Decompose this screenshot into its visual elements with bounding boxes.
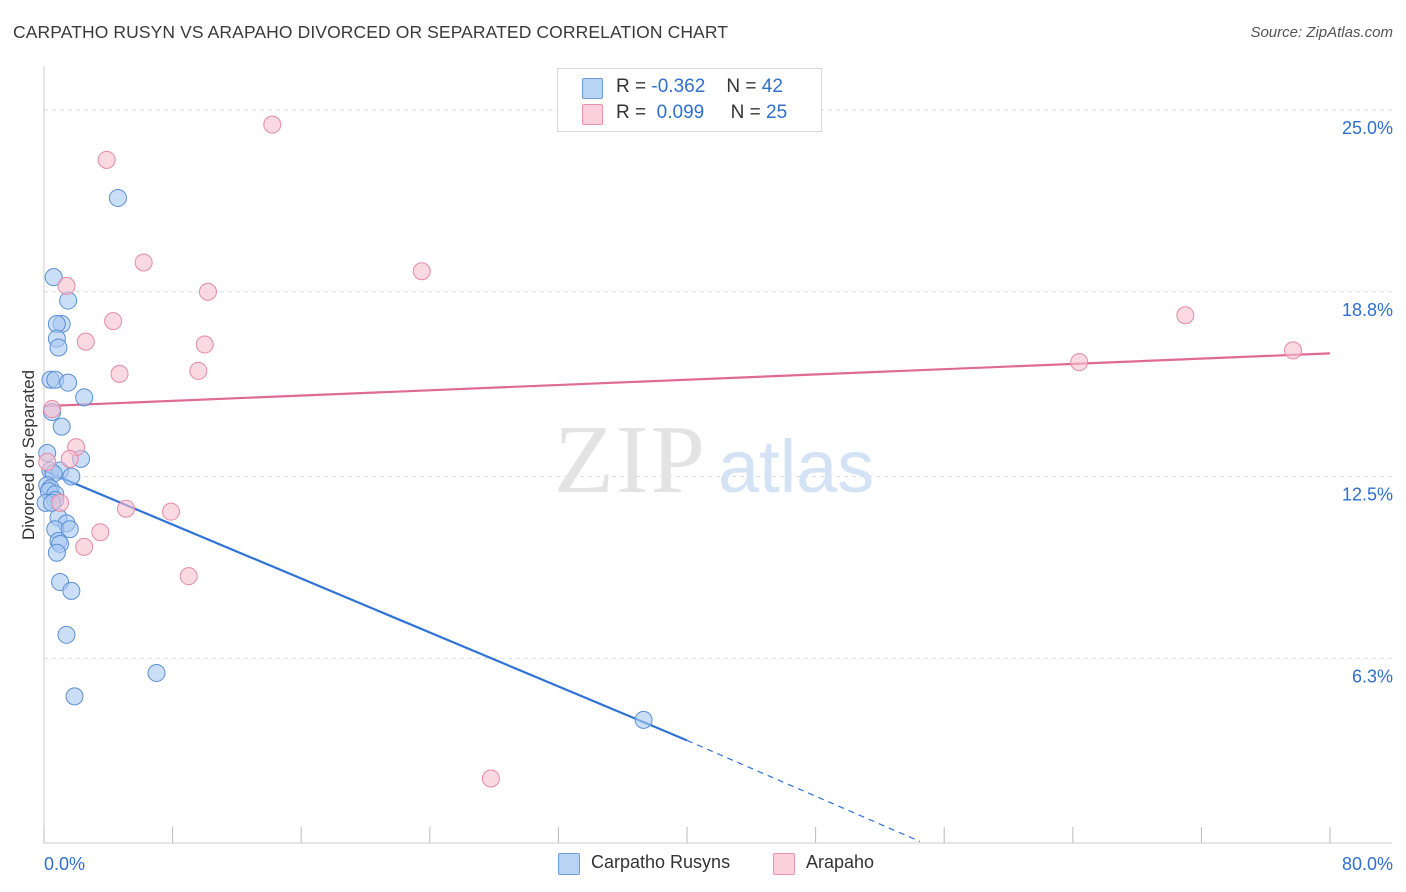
carpatho-trend-extension [686, 739, 921, 843]
legend-r-label: R = [616, 102, 647, 123]
legend-n-value: 25 [766, 102, 788, 123]
x-tick-label: 80.0% [1342, 854, 1393, 874]
arapaho-point [198, 282, 217, 301]
y-tick-label: 18.8% [1342, 300, 1393, 320]
tick-labels: 6.3% 12.5% 18.8% 25.0% 0.0% 80.0% [44, 118, 1393, 874]
carpatho-point [62, 467, 81, 486]
carpatho-point [65, 687, 84, 706]
arapaho-point [76, 332, 95, 351]
carpatho-point [57, 625, 76, 644]
carpatho-trend-line [43, 469, 688, 742]
arapaho-point [38, 452, 57, 471]
carpatho-point [60, 520, 79, 539]
carpatho-point [62, 581, 81, 600]
arapaho-point [161, 502, 180, 521]
arapaho-point [97, 150, 116, 169]
y-tick-label: 6.3% [1352, 666, 1393, 686]
carpatho-point [634, 710, 653, 729]
source-label: Source: ZipAtlas.com [1250, 24, 1393, 41]
legend-swatch-arapaho [582, 104, 603, 125]
arapaho-point [60, 449, 79, 468]
arapaho-point [57, 276, 76, 295]
carpatho-point [147, 663, 166, 682]
carpatho-point [59, 373, 78, 392]
arapaho-point [1284, 341, 1303, 360]
arapaho-point [1070, 353, 1089, 372]
watermark-zip: ZIP [554, 406, 707, 514]
arapaho-point [43, 400, 62, 419]
correlation-legend: R = -0.362 N = 42 R = 0.099 N = 25 [557, 68, 822, 132]
x-tick-label: 0.0% [44, 854, 85, 874]
arapaho-point [195, 335, 214, 354]
arapaho-point [481, 769, 500, 788]
y-axis-label: Divorced or Separated [19, 370, 38, 540]
arapaho-point [91, 523, 110, 542]
arapaho-trend-line [43, 352, 1331, 408]
watermark: ZIP atlas [554, 406, 874, 514]
arapaho-point [134, 253, 153, 272]
gridlines [44, 109, 1392, 659]
legend-swatch-carpatho [582, 78, 603, 99]
chart-title: CARPATHO RUSYN VS ARAPAHO DIVORCED OR SE… [13, 22, 729, 42]
legend-n-value: 42 [761, 76, 783, 97]
legend-r-value: -0.362 [651, 76, 706, 97]
carpatho-point [52, 417, 71, 436]
y-tick-label: 12.5% [1342, 484, 1393, 504]
bottom-legend-swatch-carpatho [558, 853, 580, 875]
trend-lines [43, 352, 1331, 843]
carpatho-point [75, 388, 94, 407]
bottom-legend-swatch-arapaho [773, 853, 795, 875]
legend-n-label: N = [730, 102, 761, 123]
arapaho-point [104, 312, 123, 331]
carpatho-point [47, 543, 66, 562]
carpatho-point [108, 188, 127, 207]
watermark-atlas: atlas [718, 425, 874, 508]
legend-n-label: N = [726, 76, 757, 97]
arapaho-point [179, 567, 198, 586]
arapaho-point [1176, 306, 1195, 325]
legend-r-value: 0.099 [656, 102, 705, 123]
bottom-legend-label-carpatho: Carpatho Rusyns [591, 852, 731, 872]
arapaho-point [189, 361, 208, 380]
bottom-legend-label-arapaho: Arapaho [806, 852, 875, 872]
arapaho-point [412, 262, 431, 281]
arapaho-point [75, 537, 94, 556]
arapaho-point [263, 115, 282, 134]
data-points [36, 115, 1303, 788]
carpatho-point [49, 338, 68, 357]
legend-r-label: R = [616, 76, 647, 97]
arapaho-point [110, 364, 129, 383]
carpatho-point [44, 268, 63, 287]
arapaho-point [116, 499, 135, 518]
arapaho-point [51, 493, 70, 512]
y-tick-label: 25.0% [1342, 118, 1393, 138]
